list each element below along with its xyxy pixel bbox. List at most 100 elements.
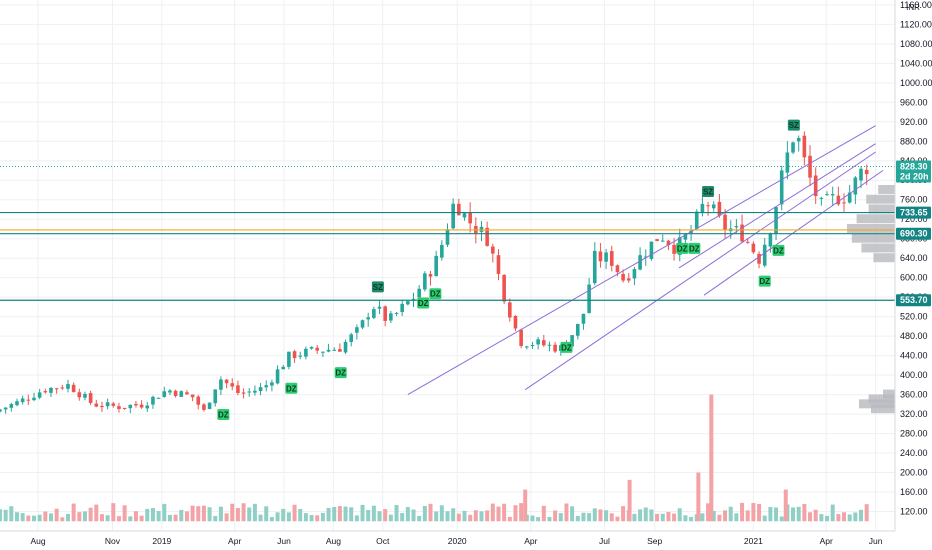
volume-bar	[252, 503, 257, 522]
volume-bar	[485, 510, 490, 522]
candle-body	[360, 320, 365, 328]
candle-body	[632, 269, 637, 279]
candle-body	[604, 252, 608, 262]
price-tick-label: 720.00	[900, 214, 928, 224]
candle-body	[774, 207, 778, 234]
candle-body	[468, 212, 472, 224]
volume-bar	[241, 503, 246, 522]
price-tick-label: 320.00	[900, 409, 928, 419]
volume-spike-bar	[696, 472, 701, 522]
volume-spike-bar	[523, 489, 528, 522]
volume-bar	[383, 509, 388, 522]
price-tick-label: 760.00	[900, 195, 928, 205]
volume-bar	[196, 506, 201, 522]
candle-body	[287, 351, 291, 367]
candle-body	[270, 382, 274, 386]
volume-bar	[150, 507, 155, 522]
volume-bar	[598, 509, 603, 522]
price-tick-label: 640.00	[900, 253, 928, 263]
volume-bar	[360, 504, 365, 522]
zone-marker-badge	[334, 367, 347, 379]
price-tick-label: 480.00	[900, 331, 928, 341]
time-tick-label: Apr	[228, 536, 241, 546]
volume-bar	[655, 513, 660, 522]
price-tick-label: 200.00	[900, 468, 928, 478]
candle-body	[694, 211, 699, 229]
volume-bar	[258, 514, 263, 522]
candle-body	[457, 203, 461, 216]
zone-marker-badge	[217, 409, 230, 421]
candle-body	[366, 317, 370, 320]
candle-body	[236, 385, 240, 393]
volume-profile-bar	[873, 253, 895, 263]
volume-bar	[859, 509, 864, 522]
candle-body	[3, 407, 8, 410]
volume-spike-bar	[627, 479, 632, 522]
volume-bar	[207, 507, 212, 522]
candle-body	[168, 390, 172, 393]
zone-marker-badge	[560, 341, 573, 353]
candle-body	[547, 344, 552, 346]
candle-body	[9, 404, 14, 408]
candle-body	[423, 273, 427, 290]
volume-bar	[37, 514, 42, 522]
volume-bar	[417, 515, 422, 522]
volume-bar	[116, 516, 121, 522]
volume-bar	[853, 512, 858, 522]
volume-bar	[349, 507, 354, 522]
candle-body	[20, 398, 25, 403]
volume-bar	[184, 511, 189, 522]
candle-body	[128, 404, 133, 409]
volume-bar	[468, 514, 473, 522]
volume-bar	[779, 516, 784, 522]
volume-bar	[570, 506, 575, 522]
candle-body	[825, 194, 829, 196]
volume-bar	[547, 517, 552, 522]
candle-body	[762, 244, 767, 266]
candle-body	[190, 394, 195, 398]
candle-body	[196, 396, 201, 405]
zone-marker-label: DZ	[430, 290, 441, 299]
volume-bar	[0, 509, 2, 522]
candle-body	[768, 233, 773, 247]
volume-bar	[553, 510, 558, 522]
price-tick-label: 520.00	[900, 312, 928, 322]
currency-label: INR	[906, 3, 920, 12]
candle-body	[847, 192, 852, 203]
zone-marker-badge	[285, 382, 298, 394]
zone-marker-label: DZ	[418, 299, 429, 308]
candle-body	[530, 344, 535, 346]
volume-bar	[190, 505, 195, 522]
candle-body	[253, 390, 257, 393]
time-tick-label: Oct	[376, 536, 390, 546]
candle-body	[77, 392, 82, 398]
price-tick-label: 440.00	[900, 351, 928, 361]
volume-profile-bar	[856, 214, 895, 224]
zone-marker-badge	[371, 281, 384, 293]
time-tick-label: Apr	[524, 536, 537, 546]
volume-bar	[275, 512, 280, 522]
volume-bar	[638, 509, 643, 522]
volume-bar	[320, 513, 325, 522]
time-tick-label: Sep	[647, 536, 662, 546]
volume-bar	[745, 510, 750, 522]
candle-body	[796, 137, 801, 142]
volume-bar	[224, 513, 229, 522]
candle-body	[785, 152, 790, 173]
volume-bar	[740, 502, 745, 522]
candle-body	[111, 403, 116, 406]
volume-bar	[677, 508, 682, 522]
candle-body	[649, 241, 654, 259]
candle-body	[660, 240, 665, 242]
zone-marker-label: DZ	[677, 244, 688, 253]
candle-body	[355, 327, 359, 333]
volume-bar	[473, 510, 478, 522]
price-tick-label: 1040.00	[900, 58, 932, 68]
volume-bar	[530, 515, 535, 522]
volume-profile-bar	[866, 194, 895, 204]
volume-bar	[813, 509, 818, 522]
zone-marker-label: SZ	[373, 283, 383, 292]
level-price-tag-text: 733.65	[900, 208, 928, 218]
candle-body	[162, 391, 167, 397]
